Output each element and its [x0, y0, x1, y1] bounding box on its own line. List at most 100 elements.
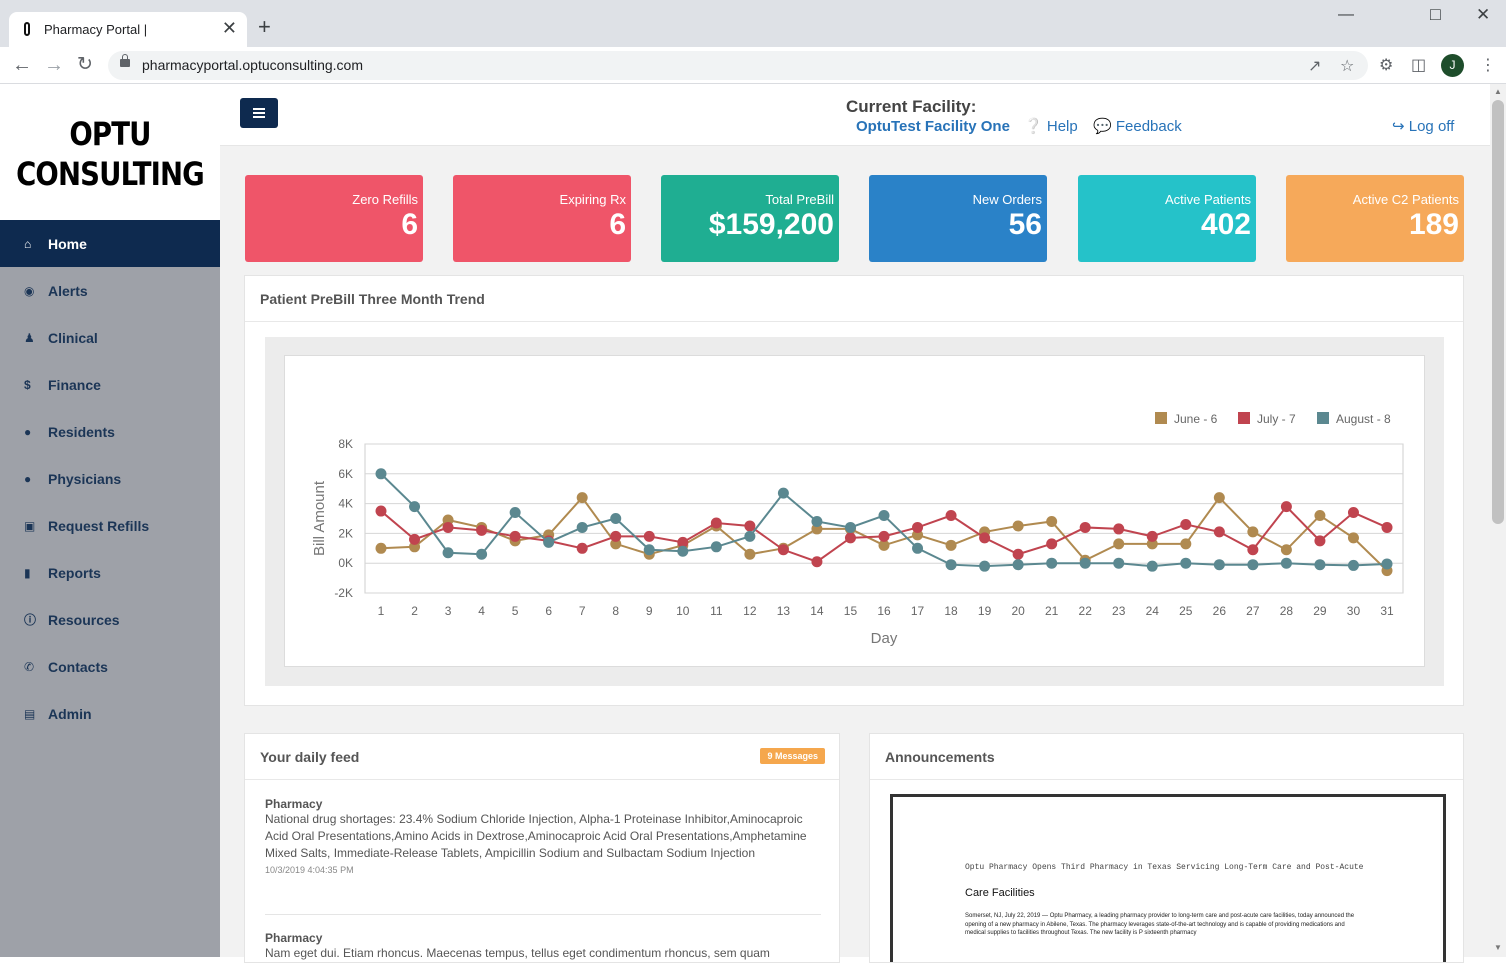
address-bar[interactable]: pharmacyportal.optuconsulting.com ↗ ☆	[108, 51, 1368, 80]
feed-item[interactable]: Pharmacy Nam eget dui. Etiam rhoncus. Ma…	[265, 931, 821, 962]
stat-card-expiring-rx[interactable]: Expiring Rx 6	[453, 175, 631, 262]
sidebar-item-contacts[interactable]: ✆ Contacts	[0, 643, 220, 690]
medkit-icon: ▣	[24, 518, 36, 533]
reload-icon[interactable]: ↻	[77, 54, 93, 75]
sidebar-item-home[interactable]: ⌂ Home	[0, 220, 220, 267]
sidebar-item-label: Home	[48, 235, 87, 252]
legend-label: August - 8	[1336, 412, 1391, 426]
browser-toolbar: ← → ↻ pharmacyportal.optuconsulting.com …	[0, 47, 1506, 84]
scroll-up-icon[interactable]: ▲	[1494, 87, 1502, 96]
browser-tab[interactable]: Pharmacy Portal | ✕	[9, 12, 247, 47]
stat-card-new-orders[interactable]: New Orders 56	[869, 175, 1047, 262]
sidebar-item-reports[interactable]: ▮ Reports	[0, 549, 220, 596]
scrollbar-thumb[interactable]	[1492, 100, 1504, 524]
sidebar-item-clinical[interactable]: ♟ Clinical	[0, 314, 220, 361]
data-point	[375, 468, 387, 480]
sidebar-item-label: Resources	[48, 611, 120, 628]
back-icon[interactable]: ←	[12, 54, 32, 76]
new-tab-icon[interactable]: +	[258, 14, 271, 39]
legend-swatch	[1317, 412, 1329, 424]
tab-title: Pharmacy Portal |	[44, 22, 148, 37]
x-tick-label: 14	[810, 604, 824, 618]
share-icon[interactable]: ↗	[1308, 58, 1322, 75]
data-point	[1381, 558, 1393, 570]
message-count-badge[interactable]: 9 Messages	[760, 748, 825, 764]
x-axis-label: Day	[871, 630, 898, 647]
stat-card-active-c2-patients[interactable]: Active C2 Patients 189	[1286, 175, 1464, 262]
x-tick-label: 11	[710, 604, 723, 618]
panel-title: Your daily feed	[260, 749, 360, 765]
chart-container: -2K 0K 2K 4K 6K 8K 1 2 3 4 5 6 7 8 9 10 11 12 13 14 15 16 17 18…	[265, 337, 1444, 686]
feedback-link[interactable]: 💬 Feedback	[1093, 117, 1182, 135]
sidebar-item-physicians[interactable]: ● Physicians	[0, 455, 220, 502]
bookmark-star-icon[interactable]: ☆	[1340, 58, 1355, 75]
scroll-down-icon[interactable]: ▼	[1494, 943, 1502, 952]
sidebar-item-admin[interactable]: ▤ Admin	[0, 690, 220, 737]
url-text[interactable]: pharmacyportal.optuconsulting.com	[142, 57, 364, 73]
logo-line-2: CONSULTING	[16, 155, 205, 193]
feed-text: National drug shortages: 23.4% Sodium Ch…	[265, 812, 807, 860]
announcement-document[interactable]: Optu Pharmacy Opens Third Pharmacy in Te…	[890, 794, 1446, 962]
extensions-icon[interactable]: ⚙	[1379, 57, 1394, 74]
data-point	[1113, 523, 1125, 535]
x-tick-label: 9	[646, 604, 653, 618]
minimize-icon[interactable]: —	[1338, 6, 1354, 23]
stat-label: Zero Refills	[352, 192, 418, 207]
sidebar-item-residents[interactable]: ● Residents	[0, 408, 220, 455]
data-point	[1347, 507, 1359, 519]
x-tick-label: 15	[844, 604, 858, 618]
page-header: Current Facility: OptuTest Facility One …	[220, 84, 1490, 146]
logoff-link[interactable]: ↪ Log off	[1392, 117, 1454, 135]
data-point	[945, 539, 957, 551]
x-tick-label: 5	[512, 604, 519, 618]
sidebar-item-finance[interactable]: $ Finance	[0, 361, 220, 408]
data-point	[1247, 526, 1259, 538]
stat-card-zero-refills[interactable]: Zero Refills 6	[245, 175, 423, 262]
company-logo[interactable]: OPTU CONSULTING	[0, 84, 220, 220]
menu-toggle-button[interactable]	[240, 98, 278, 128]
feed-category: Pharmacy	[265, 797, 323, 811]
daily-feed-panel: Your daily feed 9 Messages Pharmacy Nati…	[244, 733, 840, 963]
stat-card-total-prebill[interactable]: Total PreBill $159,200	[661, 175, 839, 262]
data-point	[1381, 521, 1393, 533]
data-point	[710, 541, 722, 553]
browser-menu-icon[interactable]: ⋮	[1480, 57, 1496, 74]
alert-icon: ◉	[24, 283, 35, 298]
facility-name-link[interactable]: OptuTest Facility One	[856, 118, 1010, 135]
data-point	[1180, 557, 1192, 569]
sidebar-item-alerts[interactable]: ◉ Alerts	[0, 267, 220, 314]
data-point	[1280, 557, 1292, 569]
forward-icon[interactable]: →	[44, 54, 64, 76]
x-tick-label: 22	[1079, 604, 1093, 618]
tab-close-icon[interactable]: ✕	[221, 18, 237, 38]
sidebar-item-request-refills[interactable]: ▣ Request Refills	[0, 502, 220, 549]
sign-out-icon: ↪	[1392, 118, 1405, 135]
data-point	[643, 544, 655, 556]
sidebar-item-label: Contacts	[48, 658, 108, 675]
profile-avatar[interactable]: J	[1441, 54, 1464, 77]
stat-card-active-patients[interactable]: Active Patients 402	[1078, 175, 1256, 262]
data-point	[710, 517, 722, 529]
side-panel-icon[interactable]: ◫	[1411, 57, 1427, 74]
sidebar-item-resources[interactable]: ⓘ Resources	[0, 596, 220, 643]
x-tick-label: 27	[1246, 604, 1260, 618]
stat-label: Expiring Rx	[559, 192, 626, 207]
x-tick-label: 1	[378, 604, 385, 618]
data-point	[610, 513, 622, 524]
x-tick-label: 20	[1011, 604, 1025, 618]
y-tick-label: 8K	[338, 437, 353, 451]
data-point	[1012, 548, 1024, 560]
data-point	[1012, 559, 1024, 571]
stat-value: 56	[1008, 208, 1042, 241]
x-tick-label: 2	[411, 604, 418, 618]
favicon-icon	[24, 22, 30, 36]
maximize-icon[interactable]: □	[1430, 4, 1441, 24]
help-link[interactable]: ❔ Help	[1024, 117, 1078, 135]
data-point	[1314, 535, 1326, 547]
window-close-icon[interactable]: ✕	[1476, 5, 1491, 24]
y-tick-label: 4K	[338, 497, 353, 511]
x-tick-label: 18	[944, 604, 958, 618]
phone-icon: ✆	[24, 659, 35, 674]
feed-item[interactable]: Pharmacy National drug shortages: 23.4% …	[265, 797, 821, 875]
data-point	[1347, 559, 1359, 571]
